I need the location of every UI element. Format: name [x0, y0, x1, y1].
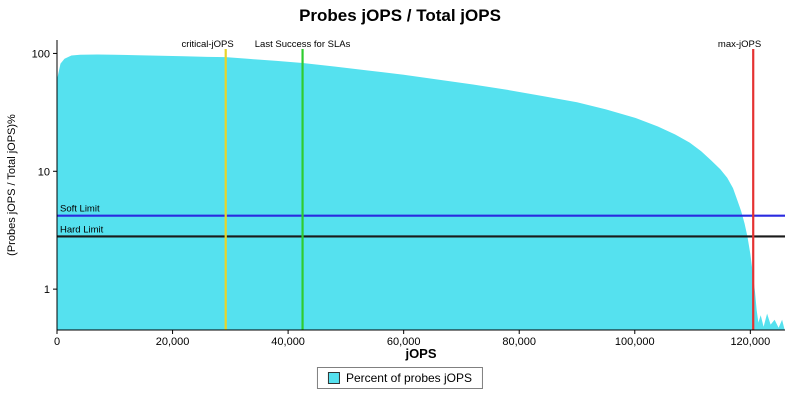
- y-axis-label: (Probes jOPS / Total jOPS)%: [6, 114, 18, 256]
- hard-limit-label: Hard Limit: [60, 224, 104, 235]
- percent-of-probes-jops-area: [57, 54, 785, 330]
- y-tick-label: 100: [32, 48, 50, 60]
- y-tick-label: 1: [44, 284, 50, 296]
- legend: Percent of probes jOPS: [316, 367, 484, 389]
- last-success-for-slas-label: Last Success for SLAs: [255, 39, 351, 50]
- max-jops-label: max-jOPS: [718, 39, 761, 50]
- x-tick-label: 0: [54, 336, 60, 348]
- soft-limit-label: Soft Limit: [60, 204, 100, 215]
- x-tick-label: 120,000: [730, 336, 770, 348]
- x-tick-label: 100,000: [615, 336, 655, 348]
- y-tick-label: 10: [38, 166, 50, 178]
- x-axis-label: jOPS: [405, 346, 437, 361]
- chart-title: Probes jOPS / Total jOPS: [299, 6, 501, 25]
- legend-swatch-probes: [327, 372, 340, 384]
- x-tick-label: 20,000: [156, 336, 190, 348]
- x-tick-label: 60,000: [387, 336, 421, 348]
- critical-jops-label: critical-jOPS: [181, 39, 233, 50]
- x-tick-label: 40,000: [271, 336, 305, 348]
- legend-label: Percent of probes jOPS: [345, 371, 473, 385]
- x-tick-label: 80,000: [502, 336, 536, 348]
